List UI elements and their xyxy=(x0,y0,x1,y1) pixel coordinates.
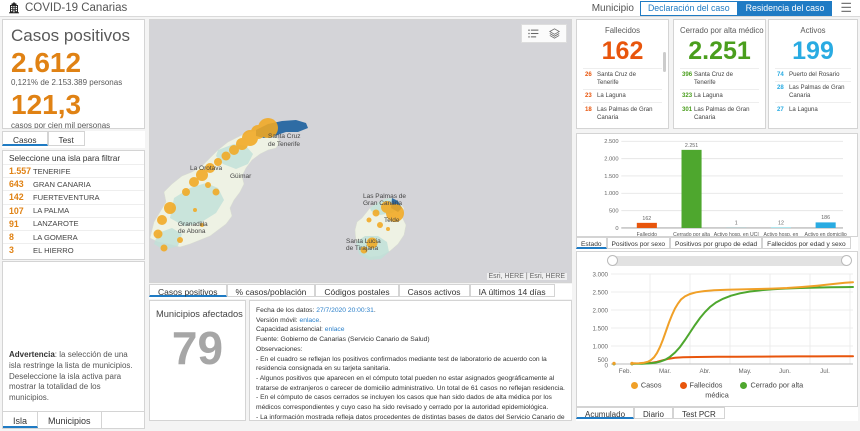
svg-text:May.: May. xyxy=(739,368,752,375)
svg-text:Telde: Telde xyxy=(384,217,400,224)
svg-text:de Tirajana: de Tirajana xyxy=(346,245,379,252)
svg-text:La Orotava: La Orotava xyxy=(190,165,223,172)
svg-text:Abr.: Abr. xyxy=(699,368,710,375)
svg-text:500: 500 xyxy=(609,208,619,214)
svg-text:0: 0 xyxy=(605,363,609,370)
svg-text:Feb.: Feb. xyxy=(619,368,632,375)
svg-text:1.000: 1.000 xyxy=(593,344,609,351)
svg-text:Mar.: Mar. xyxy=(659,368,671,375)
svg-text:Jul.: Jul. xyxy=(820,368,830,375)
svg-text:Santa Cruz: Santa Cruz xyxy=(268,133,301,140)
svg-text:2.000: 2.000 xyxy=(604,156,618,162)
svg-text:Güimar: Güimar xyxy=(230,173,252,180)
svg-text:Santa Lucía: Santa Lucía xyxy=(346,238,381,245)
svg-text:2.251: 2.251 xyxy=(685,143,698,149)
svg-text:1.500: 1.500 xyxy=(593,326,609,333)
svg-text:de Abona: de Abona xyxy=(178,228,206,235)
svg-text:Jun.: Jun. xyxy=(779,368,791,375)
svg-text:Las Palmas de: Las Palmas de xyxy=(363,193,406,200)
svg-text:162: 162 xyxy=(642,216,651,222)
svg-text:1.500: 1.500 xyxy=(604,174,618,180)
svg-text:de Tenerife: de Tenerife xyxy=(268,141,300,148)
svg-text:2.500: 2.500 xyxy=(604,139,618,145)
svg-text:3.000: 3.000 xyxy=(593,272,609,279)
svg-text:12: 12 xyxy=(778,220,784,226)
svg-text:2.000: 2.000 xyxy=(593,308,609,315)
svg-text:Granadilla: Granadilla xyxy=(178,221,208,228)
svg-text:1: 1 xyxy=(735,220,738,226)
svg-text:186: 186 xyxy=(821,215,830,221)
svg-text:Gran Canaria: Gran Canaria xyxy=(363,200,402,207)
svg-text:0: 0 xyxy=(615,226,618,232)
svg-text:1.000: 1.000 xyxy=(604,191,618,197)
svg-text:2.500: 2.500 xyxy=(593,290,609,297)
